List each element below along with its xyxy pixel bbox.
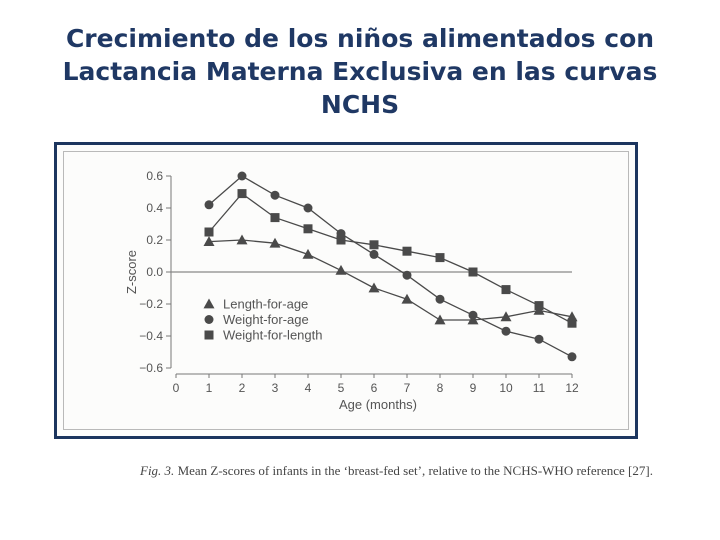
data-point-weight-for-length	[501, 285, 511, 295]
data-point-length-for-age	[401, 293, 413, 304]
data-point-weight-for-length	[468, 267, 478, 277]
y-tick-label: 0.6	[146, 169, 163, 183]
data-point-weight-for-length	[270, 213, 280, 223]
data-point-weight-for-length	[336, 235, 346, 245]
y-axis-label: Z-score	[124, 250, 139, 294]
data-point-weight-for-age	[501, 326, 511, 336]
x-tick-label: 6	[371, 381, 378, 395]
y-tick-label: −0.6	[139, 361, 163, 375]
data-point-weight-for-length	[402, 246, 412, 256]
x-tick-label: 8	[437, 381, 444, 395]
title-line-3: NCHS	[320, 90, 400, 119]
y-tick-label: 0.4	[146, 201, 163, 215]
data-point-weight-for-age	[402, 270, 412, 280]
data-point-weight-for-age	[237, 171, 247, 181]
data-point-length-for-age	[368, 282, 380, 293]
data-point-weight-for-age	[303, 203, 313, 213]
data-point-length-for-age	[269, 237, 281, 248]
zscore-chart: 0.60.40.20.0−0.2−0.4−0.60 1 2 3 4 5 6 7 8 9 10 11 12…	[124, 169, 579, 412]
legend-marker-length-for-age	[203, 298, 215, 309]
data-point-weight-for-age	[270, 190, 280, 200]
y-tick-label: 0.0	[146, 265, 163, 279]
series-line-weight-for-age	[208, 175, 573, 358]
y-tick-label: −0.2	[139, 297, 163, 311]
chart-panel: 0.6 0.4 0.2 0.0 −0.2 −0.4 −0.6 0 1 2 3 4 5 6 7 8 9 10 11 12…	[63, 151, 629, 430]
x-tick-label: 11	[533, 381, 546, 395]
y-tick-label: −0.4	[139, 329, 163, 343]
caption-text: Mean Z-scores of infants in the ‘breast-…	[177, 463, 653, 478]
data-point-weight-for-length	[534, 301, 544, 311]
legend-marker-weight-for-age	[204, 315, 214, 324]
legend-label-length-for-age: Length-for-age	[223, 297, 308, 312]
figure-caption: Fig. 3. Mean Z-scores of infants in the …	[140, 462, 680, 479]
data-point-weight-for-age	[435, 294, 445, 304]
x-tick-label: 4	[305, 381, 312, 395]
data-point-length-for-age	[302, 248, 314, 259]
x-tick-label: 0	[173, 381, 180, 395]
data-point-length-for-age	[203, 236, 215, 246]
caption-label: Fig. 3.	[140, 463, 175, 478]
data-point-weight-for-age	[369, 249, 379, 259]
title-line-1: Crecimiento de los niños alimentados con	[65, 24, 655, 53]
data-point-length-for-age	[434, 314, 446, 325]
y-tick-label: 0.2	[146, 233, 163, 247]
data-point-weight-for-age	[204, 200, 214, 210]
slide-title: Crecimiento de los niños alimentados con…	[0, 22, 720, 121]
legend-marker-weight-for-length	[204, 330, 214, 340]
x-tick-label: 12	[565, 381, 579, 395]
data-point-weight-for-length	[435, 253, 445, 263]
data-point-weight-for-length	[567, 318, 577, 328]
data-point-weight-for-length	[204, 227, 214, 237]
data-point-weight-for-age	[534, 334, 544, 344]
x-tick-label: 9	[470, 381, 477, 395]
x-tick-label: 3	[272, 381, 279, 395]
x-tick-label: 5	[338, 381, 345, 395]
data-point-length-for-age	[236, 234, 248, 245]
chart-frame: 0.6 0.4 0.2 0.0 −0.2 −0.4 −0.6 0 1 2 3 4 5 6 7 8 9 10 11 12…	[54, 142, 638, 439]
data-point-length-for-age	[500, 311, 512, 322]
x-tick-label: 1	[206, 381, 213, 395]
series-line-length-for-age	[208, 239, 573, 321]
x-axis-label: Age (months)	[339, 397, 417, 412]
legend-label-weight-for-age: Weight-for-age	[223, 312, 309, 327]
legend-label-weight-for-length: Weight-for-length	[223, 328, 322, 343]
data-point-length-for-age	[335, 264, 347, 275]
title-line-2: Lactancia Materna Exclusiva en las curva…	[62, 57, 658, 86]
data-point-weight-for-length	[369, 240, 379, 250]
x-tick-label: 7	[404, 381, 411, 395]
data-point-weight-for-age	[468, 310, 478, 320]
data-point-weight-for-length	[303, 224, 313, 234]
data-point-weight-for-age	[567, 352, 577, 362]
x-tick-label: 2	[239, 381, 246, 395]
x-tick-label: 10	[499, 381, 513, 395]
data-point-weight-for-length	[237, 189, 247, 199]
series-line-weight-for-length	[208, 192, 573, 324]
